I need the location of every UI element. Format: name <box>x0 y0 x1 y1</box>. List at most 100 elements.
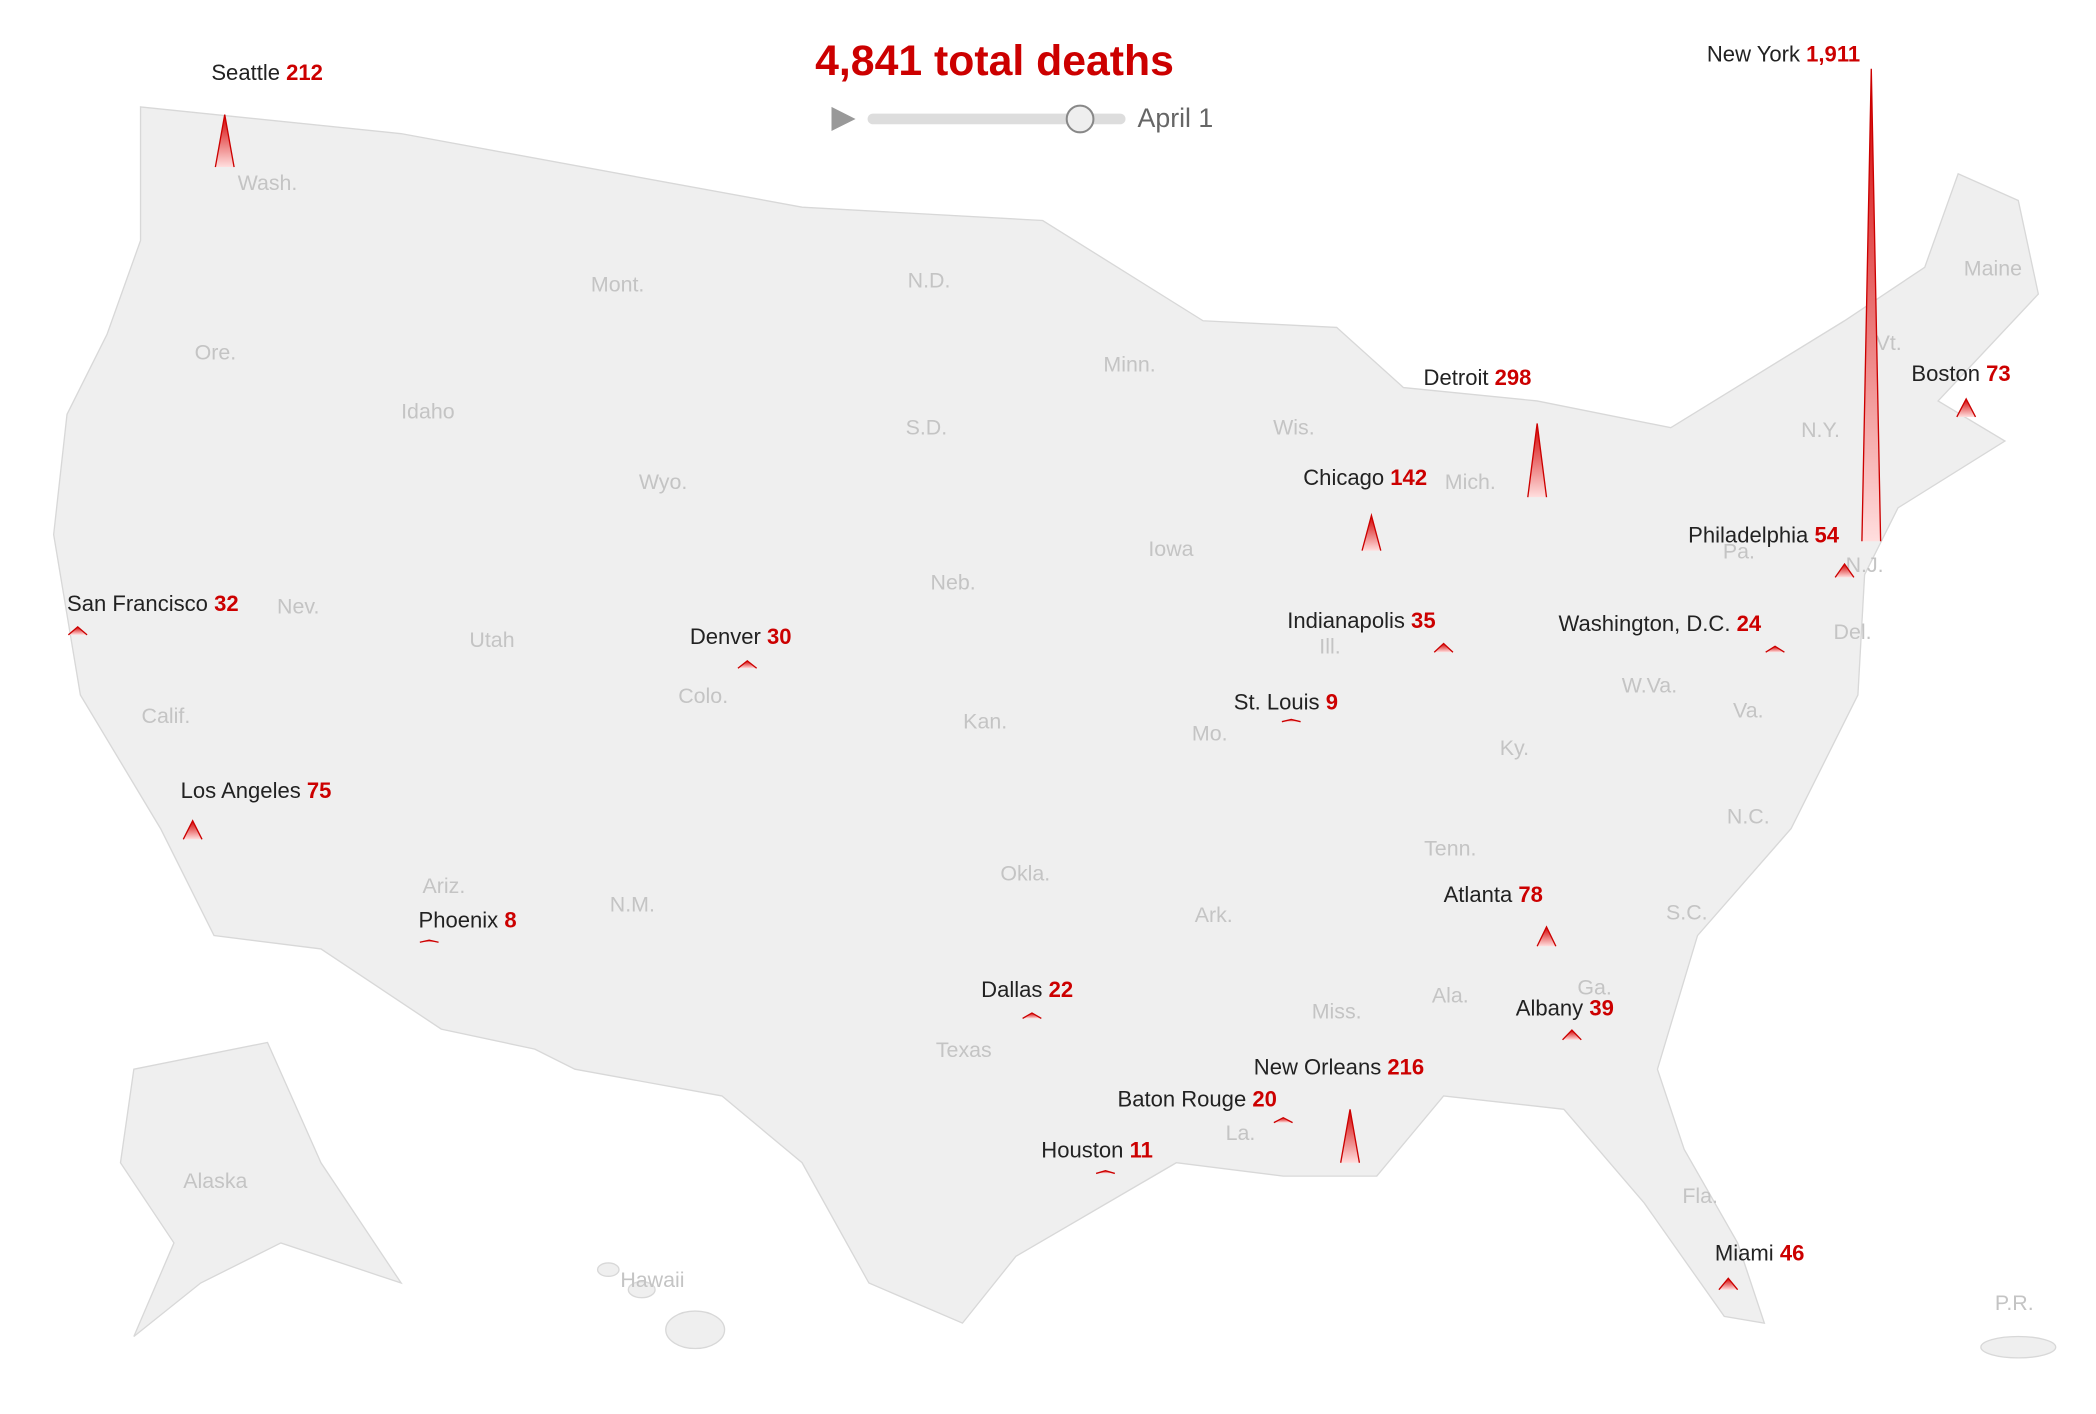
city-value: 54 <box>1814 523 1839 548</box>
state-label: Tenn. <box>1424 836 1476 860</box>
spike <box>1022 1012 1042 1019</box>
state-label: Neb. <box>931 570 976 594</box>
state-label: Mont. <box>591 272 644 296</box>
spike <box>419 939 439 943</box>
city-value: 39 <box>1589 996 1614 1021</box>
city-value: 32 <box>214 591 239 616</box>
state-label: Iowa <box>1148 537 1193 561</box>
state-label: Del. <box>1834 620 1872 644</box>
city-value: 30 <box>767 624 792 649</box>
city-name: Miami <box>1715 1240 1774 1265</box>
city-name: Chicago <box>1303 465 1384 490</box>
city-label: Albany 39 <box>1516 996 1614 1021</box>
city-label: San Francisco 32 <box>67 591 239 616</box>
state-label: S.D. <box>906 415 948 439</box>
state-label: W.Va. <box>1622 673 1677 697</box>
state-label: Idaho <box>401 399 455 423</box>
city-name: New Orleans <box>1254 1055 1381 1080</box>
city-label: Chicago 142 <box>1303 465 1427 490</box>
state-label: Mo. <box>1192 721 1228 745</box>
city-label: Indianapolis 35 <box>1287 608 1435 633</box>
city-value: 22 <box>1049 977 1074 1002</box>
date-label: April 1 <box>1138 103 1214 133</box>
spike <box>214 114 235 168</box>
spike <box>1956 397 1977 418</box>
city-name: Boston <box>1911 361 1980 386</box>
play-button[interactable] <box>831 106 856 131</box>
city-value: 73 <box>1986 361 2011 386</box>
city-name: San Francisco <box>67 591 208 616</box>
city-name: Atlanta <box>1444 882 1513 907</box>
land <box>52 106 2057 1359</box>
spike <box>1340 1109 1361 1163</box>
spike <box>1361 512 1382 551</box>
state-label: Ore. <box>195 341 237 365</box>
state-label: Fla. <box>1682 1184 1718 1208</box>
city-label: Detroit 298 <box>1424 365 1532 390</box>
state-label: N.C. <box>1727 804 1770 828</box>
city-label: New York 1,911 <box>1707 41 1860 66</box>
city-value: 75 <box>307 778 332 803</box>
state-label: Alaska <box>183 1169 247 1193</box>
slider-knob[interactable] <box>1065 104 1095 134</box>
city-name: Baton Rouge <box>1117 1087 1246 1112</box>
city-name: St. Louis <box>1234 690 1320 715</box>
city-value: 20 <box>1252 1087 1277 1112</box>
city-name: Washington, D.C. <box>1559 611 1731 636</box>
spike <box>1281 718 1301 723</box>
hawaii <box>665 1310 726 1350</box>
city-label: Atlanta 78 <box>1444 882 1543 907</box>
spike <box>1562 1029 1582 1041</box>
city-label: Washington, D.C. 24 <box>1559 611 1762 636</box>
city-value: 78 <box>1518 882 1543 907</box>
spike <box>1718 1277 1739 1291</box>
state-label: Hawaii <box>620 1268 684 1292</box>
city-value: 142 <box>1390 465 1427 490</box>
state-label: Kan. <box>963 709 1007 733</box>
state-label: Utah <box>469 628 514 652</box>
city-name: Philadelphia <box>1688 523 1809 548</box>
city-label: Boston 73 <box>1911 361 2010 386</box>
city-value: 9 <box>1326 690 1338 715</box>
city-label: Baton Rouge 20 <box>1117 1087 1276 1112</box>
city-name: Indianapolis <box>1287 608 1405 633</box>
state-label: Ark. <box>1195 903 1233 927</box>
city-value: 11 <box>1130 1137 1153 1162</box>
city-label: Phoenix 8 <box>419 908 517 933</box>
alaska <box>119 1041 403 1338</box>
state-label: Minn. <box>1103 353 1155 377</box>
city-value: 298 <box>1495 365 1532 390</box>
city-label: Denver 30 <box>690 624 792 649</box>
city-name: New York <box>1707 41 1801 66</box>
state-label: La. <box>1226 1121 1256 1145</box>
spike <box>67 626 88 636</box>
city-name: Albany <box>1516 996 1583 1021</box>
state-label: Wash. <box>238 171 298 195</box>
puerto-rico <box>1980 1335 2057 1359</box>
city-value: 35 <box>1411 608 1436 633</box>
city-value: 24 <box>1737 611 1762 636</box>
spike <box>1536 925 1557 947</box>
city-name: Los Angeles <box>181 778 301 803</box>
city-label: Houston 11 <box>1041 1137 1153 1162</box>
spikes <box>67 68 1977 1291</box>
state-labels: Wash. Ore. Calif. Nev. Idaho Mont. Wyo. Utah Ari… <box>142 171 2034 1315</box>
contiguous-us <box>52 106 2040 1324</box>
spike <box>1095 1170 1116 1175</box>
state-label: Pa. <box>1723 540 1755 564</box>
spike <box>1433 642 1454 653</box>
city-value: 1,911 <box>1806 41 1860 66</box>
city-label: Los Angeles 75 <box>181 778 332 803</box>
state-label: Texas <box>936 1038 992 1062</box>
slider-track[interactable] <box>867 113 1126 125</box>
title: 4,841 total deaths <box>815 37 1174 85</box>
hawaii <box>596 1262 620 1278</box>
spike <box>1273 1116 1293 1124</box>
state-label: Maine <box>1964 256 2022 280</box>
state-label: Va. <box>1733 699 1763 723</box>
state-label: P.R. <box>1995 1291 2034 1315</box>
city-name: Dallas <box>981 977 1042 1002</box>
city-value: 216 <box>1387 1055 1424 1080</box>
state-label: S.C. <box>1666 901 1708 925</box>
